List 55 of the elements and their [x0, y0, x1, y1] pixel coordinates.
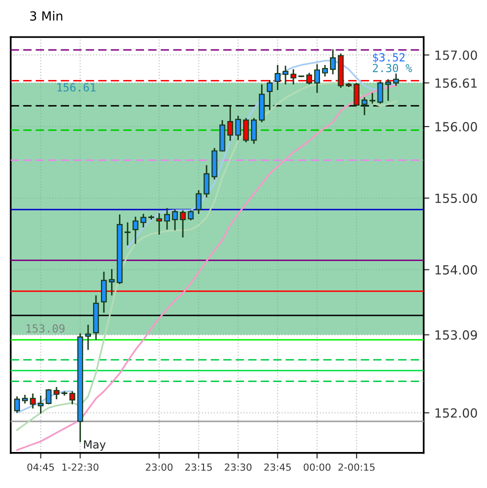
- candlestick: [235, 115, 242, 141]
- x-tick-label: 00:00: [304, 463, 330, 471]
- y-tick-label: 156.61: [435, 78, 477, 88]
- y-tick-label: 156.00: [435, 122, 478, 132]
- candlestick: [188, 210, 194, 221]
- y-tick-label: 152.00: [435, 408, 478, 418]
- candlestick: [227, 106, 234, 142]
- candlestick: [330, 48, 336, 75]
- candlestick: [282, 65, 288, 86]
- x-tick-label: 2-00:15: [338, 463, 375, 471]
- x-tick-label: 23:30: [224, 463, 252, 471]
- candlestick: [172, 208, 178, 231]
- y-tick-label: 153.09: [435, 330, 477, 340]
- candlestick: [14, 396, 20, 414]
- candlestick: [85, 324, 92, 351]
- candlestick: [38, 394, 44, 414]
- x-tick-label: 23:15: [185, 463, 212, 471]
- candlestick: [108, 268, 115, 296]
- candlestick: [274, 64, 281, 91]
- annotation: $3.52: [373, 52, 405, 63]
- candlestick: [377, 80, 384, 104]
- x-tick-label: 04:45: [27, 463, 54, 471]
- y-tick-label: 157.00: [435, 50, 478, 60]
- candlestick: [180, 210, 186, 238]
- candlestick: [266, 79, 273, 111]
- y-tick-label: 155.00: [435, 194, 478, 204]
- candlestick: [132, 216, 138, 245]
- candlestick: [393, 72, 399, 86]
- candlestick: [46, 388, 52, 405]
- candlestick: [362, 96, 368, 116]
- candlestick: [69, 390, 76, 405]
- candlestick: [164, 207, 170, 230]
- candlestick: [30, 392, 36, 410]
- candlestick: [124, 222, 131, 246]
- candlestick: [369, 92, 376, 104]
- annotation: 2.30 %: [372, 64, 412, 72]
- candlestick: [250, 117, 257, 144]
- candlestick: [100, 271, 107, 314]
- annotation: 156.61: [57, 83, 96, 92]
- x-tick-label: 1-22:30: [62, 463, 98, 471]
- candlestick: [196, 190, 202, 215]
- candlestick: [385, 78, 392, 102]
- candlestick: [140, 213, 146, 228]
- candlestick: [156, 212, 162, 236]
- candlestick: [314, 64, 320, 94]
- x-tick-label: 23:45: [264, 463, 291, 471]
- y-tick-label: 154.00: [435, 265, 478, 275]
- chart-title: 3 Min: [30, 11, 62, 21]
- x-tick-label: 23:00: [146, 463, 173, 471]
- candlestick: [243, 117, 249, 143]
- annotation: May: [84, 440, 106, 451]
- candlestick: [204, 164, 210, 198]
- annotation: 153.09: [26, 324, 65, 333]
- candlestick: [54, 386, 60, 400]
- candlestick: [322, 64, 328, 78]
